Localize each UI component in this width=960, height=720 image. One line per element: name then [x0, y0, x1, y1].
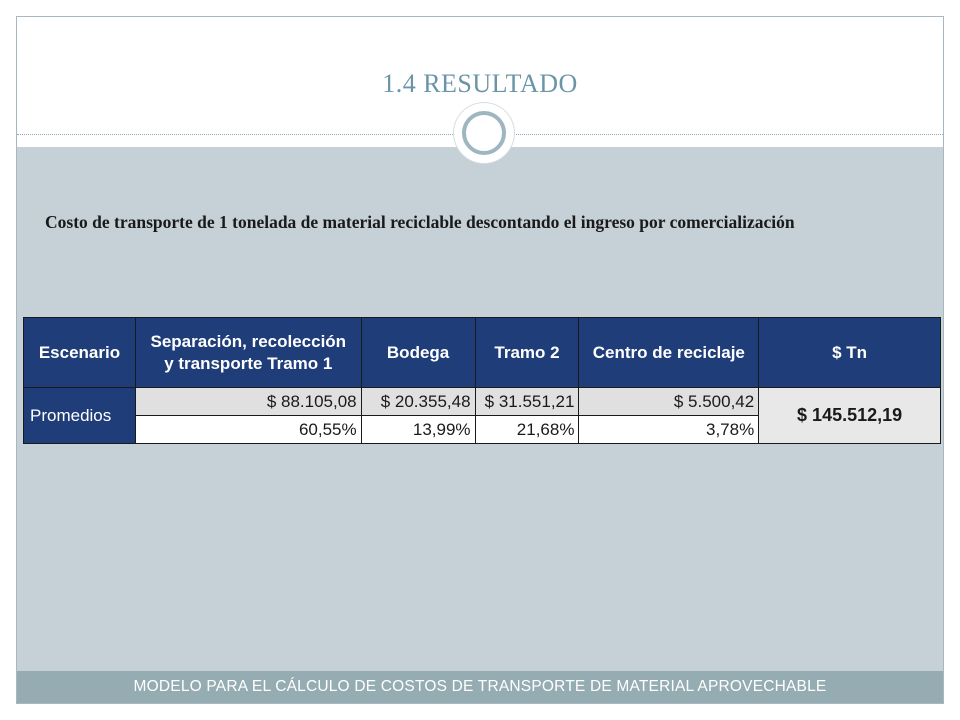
header-bodega: Bodega — [360, 317, 476, 388]
value-separacion: $ 88.105,08 — [134, 387, 362, 416]
header-tn: $ Tn — [758, 317, 941, 388]
header-escenario: Escenario — [23, 317, 136, 388]
value-tramo2: $ 31.551,21 — [474, 387, 580, 416]
circle-ornament-icon — [454, 103, 514, 163]
slide-frame: 1.4 RESULTADO Costo de transporte de 1 t… — [16, 16, 944, 704]
table-row-values: Promedios $ 88.105,08 $ 20.355,48 $ 31.5… — [23, 387, 941, 444]
header-separacion: Separación, recolección y transporte Tra… — [134, 317, 362, 388]
total-tn: $ 145.512,19 — [758, 387, 941, 444]
percent-tramo2: 21,68% — [474, 415, 580, 444]
percent-centro: 3,78% — [578, 415, 760, 444]
table-header-row: Escenario Separación, recolección y tran… — [23, 317, 941, 388]
table-row-percents: 60,55% 13,99% 21,68% 3,78% — [24, 415, 941, 444]
results-table: Escenario Separación, recolección y tran… — [23, 317, 941, 444]
header-separacion-line2: y transporte Tramo 1 — [164, 353, 333, 373]
percent-bodega: 13,99% — [360, 415, 476, 444]
value-bodega: $ 20.355,48 — [360, 387, 476, 416]
header-tramo2: Tramo 2 — [474, 317, 580, 388]
footer-bar: MODELO PARA EL CÁLCULO DE COSTOS DE TRAN… — [17, 671, 943, 703]
header-separacion-line1: Separación, recolección — [150, 331, 347, 351]
slide-title: 1.4 RESULTADO — [382, 69, 578, 98]
circle-ornament-inner — [462, 111, 506, 155]
header-centro: Centro de reciclaje — [578, 317, 760, 388]
percent-separacion: 60,55% — [134, 415, 362, 444]
description-text: Costo de transporte de 1 tonelada de mat… — [45, 212, 795, 232]
row-label-promedios: Promedios — [23, 387, 136, 444]
value-centro: $ 5.500,42 — [578, 387, 760, 416]
